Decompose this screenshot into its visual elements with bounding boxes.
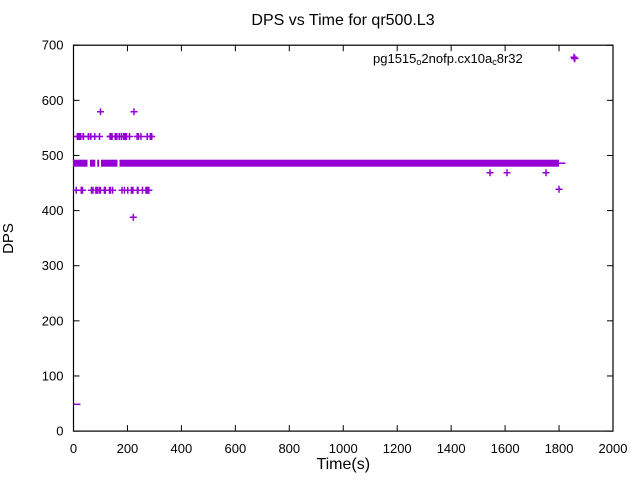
svg-text:100: 100 xyxy=(42,368,64,383)
svg-text:DPS: DPS xyxy=(0,223,17,254)
svg-text:600: 600 xyxy=(42,93,64,108)
svg-text:200: 200 xyxy=(117,441,139,456)
svg-text:1600: 1600 xyxy=(491,441,520,456)
svg-text:400: 400 xyxy=(171,441,193,456)
svg-text:0: 0 xyxy=(70,441,77,456)
svg-text:Time(s): Time(s) xyxy=(316,456,370,473)
svg-text:200: 200 xyxy=(42,313,64,328)
svg-text:pg1515o2nofp.cx10ac8r32: pg1515o2nofp.cx10ac8r32 xyxy=(373,51,523,67)
svg-text:400: 400 xyxy=(42,203,64,218)
svg-text:800: 800 xyxy=(278,441,300,456)
svg-text:1400: 1400 xyxy=(437,441,466,456)
svg-text:DPS vs Time for qr500.L3: DPS vs Time for qr500.L3 xyxy=(251,12,434,29)
svg-text:0: 0 xyxy=(56,424,63,439)
svg-text:300: 300 xyxy=(42,258,64,273)
svg-text:700: 700 xyxy=(42,38,64,53)
svg-text:1800: 1800 xyxy=(545,441,574,456)
svg-text:500: 500 xyxy=(42,148,64,163)
svg-text:1000: 1000 xyxy=(329,441,358,456)
svg-text:600: 600 xyxy=(224,441,246,456)
svg-text:1200: 1200 xyxy=(383,441,412,456)
svg-text:2000: 2000 xyxy=(599,441,628,456)
